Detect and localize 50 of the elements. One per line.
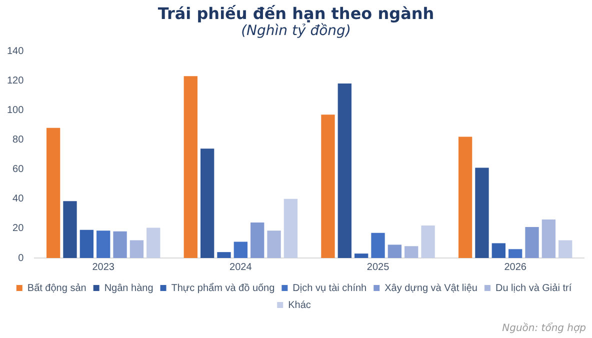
bar — [542, 220, 556, 258]
y-tick-label: 80 — [12, 134, 24, 146]
x-tick-label: 2024 — [230, 262, 252, 273]
bar — [371, 232, 385, 258]
legend-label: Du lịch và Giải trí — [495, 282, 572, 294]
bar — [80, 230, 94, 258]
bar — [525, 226, 539, 258]
bar — [492, 243, 506, 258]
bar — [184, 76, 198, 258]
bar — [250, 222, 264, 258]
y-tick-label: 40 — [12, 194, 24, 205]
bar — [558, 240, 572, 258]
bar — [354, 254, 368, 258]
x-tick-label: 2025 — [366, 262, 390, 273]
y-tick-label: 60 — [12, 164, 24, 176]
x-tick-label: 2026 — [504, 262, 527, 273]
y-tick-label: 120 — [6, 75, 24, 86]
bar — [130, 240, 144, 258]
y-tick-label: 100 — [6, 104, 24, 116]
bar — [475, 168, 489, 258]
bar — [234, 242, 248, 258]
bar — [508, 249, 522, 258]
legend-label: Xây dựng và Vật liệu — [384, 282, 478, 294]
bar — [200, 148, 214, 258]
legend-label: Ngân hàng — [104, 282, 154, 294]
bar — [217, 252, 231, 258]
legend-label: Bất động sản — [27, 282, 86, 294]
bar — [146, 228, 160, 258]
bar — [96, 230, 110, 258]
legend-label: Dịch vụ tài chính — [292, 282, 367, 294]
chart-subtitle: (Nghìn tỷ đồng) — [240, 23, 352, 39]
bar — [404, 246, 418, 258]
bar — [321, 114, 335, 258]
bar — [388, 244, 402, 258]
bar — [458, 136, 472, 258]
bar — [46, 128, 60, 258]
bar — [63, 201, 77, 258]
bar — [113, 231, 127, 258]
y-tick-label: 140 — [6, 46, 24, 57]
y-tick-label: 0 — [18, 252, 24, 264]
bar — [338, 84, 352, 258]
y-tick-label: 20 — [12, 223, 24, 234]
bar — [267, 230, 281, 258]
legend-label: Thực phẩm và đồ uống — [171, 282, 275, 294]
legend-label: Khác — [288, 300, 311, 311]
bar — [284, 198, 298, 258]
text: Nguồn: tổng hợp — [502, 323, 586, 334]
bar — [421, 225, 435, 258]
chart-title: Trái phiếu đến hạn theo ngành — [156, 4, 436, 23]
x-tick-label: 2023 — [92, 262, 115, 273]
